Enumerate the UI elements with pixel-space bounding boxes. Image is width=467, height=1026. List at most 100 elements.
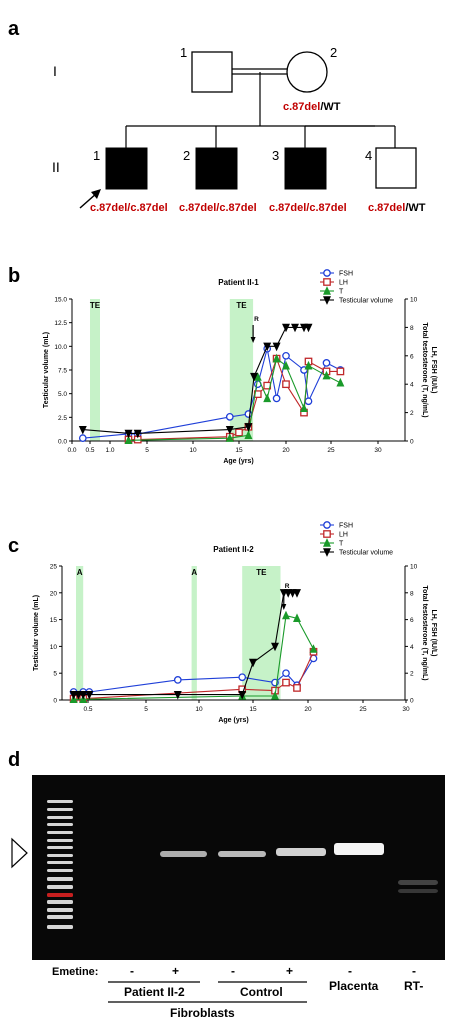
lane-mark-3: - — [231, 964, 235, 978]
chart-title: Patient II-1 — [218, 278, 259, 287]
treatment-shade — [76, 566, 84, 700]
data-point-testicular-volume — [304, 323, 313, 333]
data-point-t — [293, 613, 301, 622]
data-point-testicular-volume — [271, 642, 279, 652]
x-tick-label: 25 — [327, 447, 335, 454]
data-point-testicular-volume — [282, 323, 290, 333]
y-axis-label-right-2: Total testosterone (T, ng/mL) — [421, 322, 428, 417]
x-tick-label: 10 — [195, 706, 203, 713]
panel-b-label: b — [8, 265, 20, 287]
data-point-testicular-volume — [244, 423, 253, 432]
legend-label-t: T — [339, 541, 344, 548]
generation-ii-label: II — [52, 159, 60, 175]
x-tick-label: 0.0 — [67, 447, 76, 454]
ladder-band — [47, 808, 73, 811]
data-point-fsh — [225, 413, 234, 421]
arrow-r-head — [250, 337, 256, 343]
treatment-label: TE — [236, 301, 247, 310]
y-tick-label-right: 6 — [410, 617, 414, 624]
data-point-fsh — [282, 669, 290, 678]
data-point-t — [124, 435, 133, 444]
individual-i2-female — [286, 51, 328, 93]
data-point-lh — [293, 684, 301, 692]
individual-i1-male — [191, 51, 233, 93]
treatment-shade — [229, 299, 254, 441]
data-point-t — [336, 377, 345, 387]
sample-band — [276, 848, 326, 856]
ladder-band — [47, 915, 73, 919]
ladder-band — [47, 925, 73, 929]
sample-band — [334, 843, 384, 855]
x-tick-label: 5 — [144, 706, 148, 713]
chart-patient-ii-1: TE TE 0.0 2.5 5.0 7.5 10.0 12.5 15.0 0 2 4 6 8 10 0.0 0.… — [43, 269, 437, 465]
series-line-fsh — [82, 348, 341, 439]
y-tick-label-left: 0 — [53, 698, 57, 705]
data-point-testicular-volume — [225, 425, 234, 435]
data-point-fsh — [282, 351, 290, 360]
legend-marker-fsh — [323, 521, 331, 529]
individual-ii2-affected-male — [195, 147, 238, 190]
data-point-t — [263, 393, 272, 403]
ladder-band — [47, 900, 73, 904]
gel-bands — [47, 800, 438, 929]
legend-marker-lh — [323, 530, 331, 538]
rt-minus-label: RT- — [404, 979, 423, 993]
legend-marker-t — [323, 538, 331, 547]
x-tick-label: 25 — [359, 706, 367, 713]
x-tick-label: 30 — [402, 706, 410, 713]
y-tick-label-left: 15.0 — [54, 297, 67, 304]
data-point-fsh — [304, 397, 313, 406]
y-axis-label-right-2: Total testosterone (T, ng/mL) — [421, 585, 428, 680]
data-point-t — [300, 403, 308, 413]
x-tick-label: 10 — [189, 447, 197, 454]
lane-mark-1: - — [130, 964, 134, 978]
ladder-band — [47, 854, 73, 857]
data-point-t — [282, 360, 290, 370]
data-point-testicular-volume — [124, 429, 133, 439]
y-tick-label-right: 2 — [410, 410, 414, 417]
x-tick-label: 5 — [145, 447, 149, 454]
data-point-fsh — [272, 394, 281, 403]
y-axis-label-right-1: LH, FSH (IU/L) — [430, 346, 437, 393]
y-tick-label-left: 25 — [50, 564, 58, 571]
chart-title: Patient II-2 — [213, 545, 254, 554]
group-control: Control — [240, 985, 283, 999]
data-point-fsh — [173, 676, 182, 684]
legend-label-fsh: FSH — [339, 271, 353, 278]
y-tick-label-left: 10.0 — [54, 344, 67, 351]
genotype-ii3: c.87del/c.87del — [269, 202, 347, 214]
legend-label-lh: LH — [339, 532, 348, 539]
genotype-ii2: c.87del/c.87del — [179, 202, 257, 214]
data-point-t — [225, 433, 234, 442]
ladder-band — [47, 908, 73, 912]
data-point-t — [272, 353, 281, 363]
data-point-t — [282, 610, 290, 620]
x-tick-label: 0.5 — [83, 706, 92, 713]
legend-label-testicular-volume: Testicular volume — [339, 550, 393, 557]
data-point-fsh — [322, 359, 331, 367]
treatment-shade — [90, 299, 100, 441]
legend-label-lh: LH — [339, 280, 348, 287]
ladder-band — [47, 893, 73, 897]
x-axis-label: Age (yrs) — [223, 458, 253, 465]
y-tick-label-right: 4 — [410, 382, 414, 389]
y-tick-label-right: 4 — [410, 644, 414, 651]
individual-ii3-affected-male — [284, 147, 327, 190]
treatment-shade — [242, 566, 281, 700]
data-point-testicular-volume — [293, 589, 301, 598]
individual-ii4-number: 4 — [365, 148, 372, 163]
y-tick-label-left: 10 — [50, 644, 58, 651]
ladder-band — [47, 800, 73, 803]
y-axis-label-left: Testicular volume (mL) — [33, 595, 40, 671]
panel-a-label: a — [8, 18, 20, 40]
individual-i1-number: 1 — [180, 45, 187, 60]
legend-marker-testicular-volume — [323, 548, 331, 557]
data-point-t — [304, 360, 313, 370]
ladder-band — [47, 823, 73, 826]
data-point-testicular-volume — [69, 690, 78, 700]
data-point-testicular-volume — [74, 690, 83, 700]
data-point-testicular-volume — [85, 690, 94, 700]
ladder-band — [47, 861, 73, 864]
data-point-fsh — [244, 410, 253, 418]
